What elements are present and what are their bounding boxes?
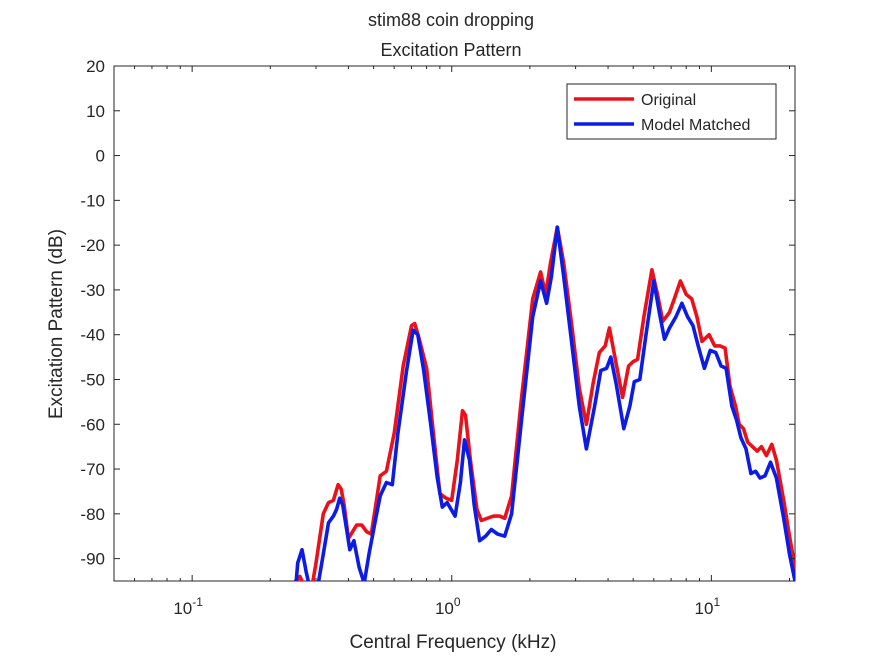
legend-label: Model Matched <box>641 117 750 134</box>
y-tick-label: -50 <box>80 370 105 389</box>
chart-subtitle: Excitation Pattern <box>380 40 521 60</box>
y-tick-label: -70 <box>80 460 105 479</box>
chart-title: stim88 coin dropping <box>368 10 534 30</box>
plot-area <box>113 65 796 582</box>
y-tick-label: -10 <box>80 191 105 210</box>
y-tick-label: -30 <box>80 281 105 300</box>
y-axis-label: Excitation Pattern (dB) <box>46 229 67 419</box>
legend: Original Model Matched <box>566 83 777 140</box>
y-tick-label: 0 <box>96 147 105 166</box>
y-tick-label: 10 <box>86 102 105 121</box>
series-line-original <box>293 225 795 581</box>
legend-box <box>566 83 777 140</box>
y-tick-label: -40 <box>80 326 105 345</box>
y-tick-label: -60 <box>80 415 105 434</box>
y-tick-label: -20 <box>80 236 105 255</box>
legend-label: Original <box>641 92 696 109</box>
x-tick-label: 10-1 <box>173 595 203 618</box>
series-line-model-matched <box>294 225 795 581</box>
x-tick-label: 101 <box>695 595 721 618</box>
y-tick-label: -90 <box>80 550 105 569</box>
y-tick-label: 20 <box>86 57 105 76</box>
x-axis-label: Central Frequency (kHz) <box>350 632 557 653</box>
series-layer <box>293 225 795 581</box>
y-tick-label: -80 <box>80 505 105 524</box>
x-tick-label: 100 <box>435 595 461 618</box>
